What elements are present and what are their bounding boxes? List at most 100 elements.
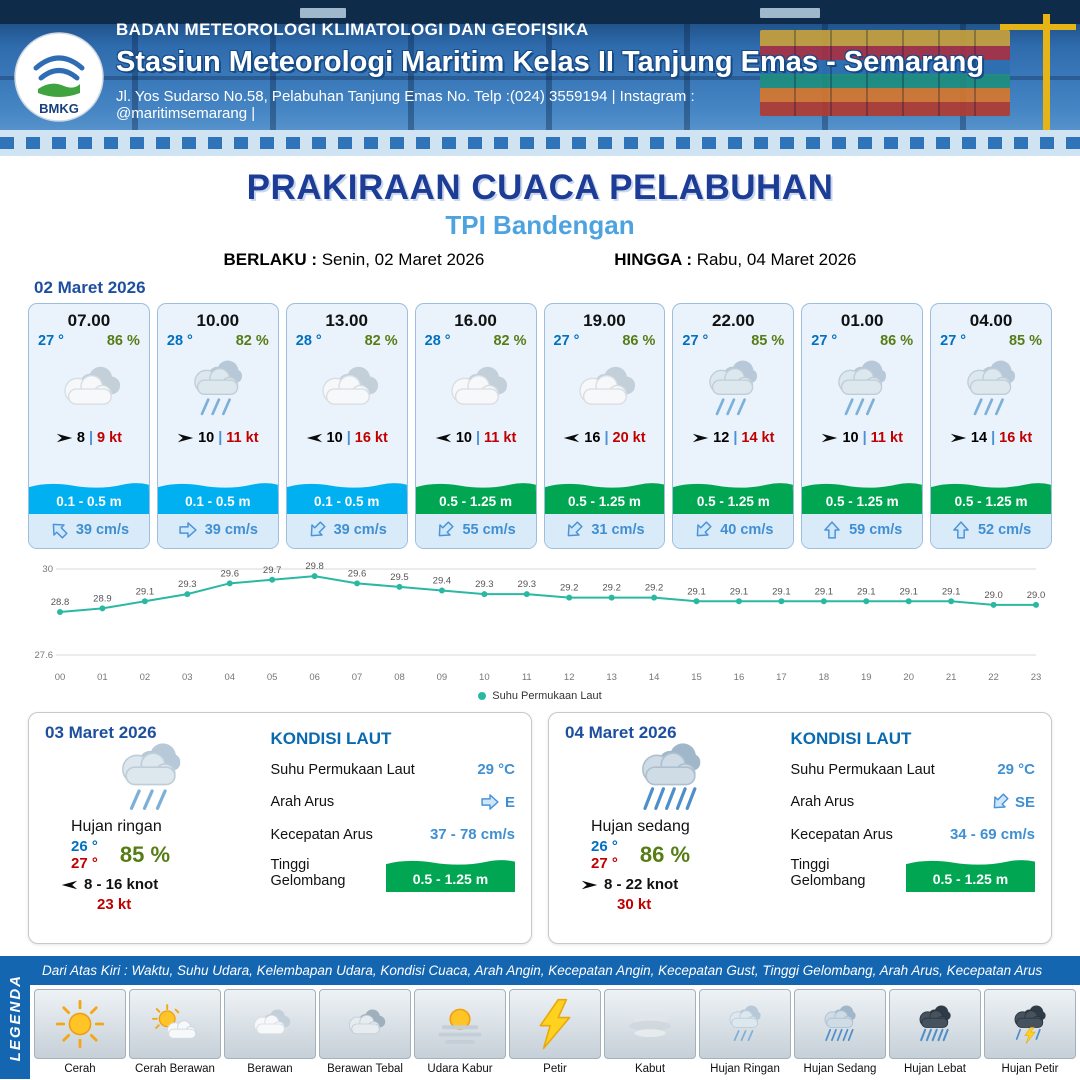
svg-text:29.0: 29.0: [1027, 590, 1046, 601]
wave-height-band: 0.1 - 0.5 m: [286, 480, 407, 514]
current-direction-icon: [178, 520, 198, 540]
legend-item-label: Berawan: [247, 1063, 293, 1075]
svg-text:15: 15: [691, 672, 702, 683]
legend-item: Udara Kabur: [414, 989, 506, 1079]
wind-direction-icon: [61, 879, 78, 891]
rain-heavy-icon: [889, 989, 981, 1059]
card-wind-row: 12 | 14 kt: [673, 429, 793, 451]
sst-value: 29 °C: [997, 761, 1035, 778]
card-time: 19.00: [583, 311, 626, 330]
card-current-speed: 39 cm/s: [333, 522, 387, 538]
rain-light-icon: [673, 349, 793, 429]
wave-height-band: 0.5 - 1.25 m: [931, 480, 1051, 514]
legend-item: Hujan Lebat: [889, 989, 981, 1079]
wave-height-band: 0.1 - 0.5 m: [29, 480, 149, 514]
wave-height-value: 0.5 - 1.25 m: [905, 868, 1035, 892]
outlook-wind-row: 8 - 16 knot: [61, 876, 257, 893]
wind-direction-icon: [56, 432, 73, 444]
card-current-row: 52 cm/s: [931, 514, 1051, 548]
svg-text:13: 13: [606, 672, 617, 683]
svg-text:19: 19: [861, 672, 872, 683]
page-title: PRAKIRAAN CUACA PELABUHAN: [246, 168, 834, 207]
card-wave-height: 0.5 - 1.25 m: [931, 491, 1051, 514]
svg-text:27.6: 27.6: [35, 650, 54, 661]
card-current-speed: 39 cm/s: [75, 522, 130, 538]
outlook-wind-range: 8 - 22 knot: [604, 876, 679, 893]
svg-text:14: 14: [649, 672, 660, 683]
berlaku-value: Senin, 02 Maret 2026: [321, 250, 485, 269]
svg-text:04: 04: [224, 672, 235, 683]
card-current-speed: 40 cm/s: [720, 522, 774, 538]
svg-text:29.1: 29.1: [857, 586, 876, 597]
outlook-temp-max: 27 °: [591, 855, 618, 872]
svg-text:23: 23: [1031, 672, 1042, 683]
outlook-card: 04 Maret 2026 Hujan sedang 26 ° 27 ° 86 …: [548, 712, 1052, 944]
card-wind-speed: 10: [326, 430, 343, 446]
svg-text:29.5: 29.5: [390, 572, 409, 583]
card-wind-speed: 10: [842, 430, 859, 446]
wind-gust-divider: |: [604, 430, 609, 446]
forecast-card: 01.00 27 ° 86 % 10 | 11 kt 0.5 - 1.25 m …: [801, 303, 924, 549]
outlook-temp-min: 26 °: [71, 838, 98, 855]
card-current-speed: 39 cm/s: [204, 522, 258, 538]
card-time: 01.00: [840, 311, 884, 330]
bmkg-logo-text: BMKG: [39, 101, 79, 116]
legend-item: Berawan: [224, 989, 316, 1079]
sea-condition-panel: KONDISI LAUT Suhu Permukaan Laut 29 °C A…: [257, 723, 515, 933]
wave-height-band: 0.5 - 1.25 m: [385, 857, 515, 892]
svg-text:20: 20: [903, 672, 914, 683]
ship-icon: [300, 8, 346, 18]
card-gust-speed: 9 kt: [97, 430, 122, 446]
svg-text:07: 07: [352, 672, 363, 683]
station-address: Jl. Yos Sudarso No.58, Pelabuhan Tanjung…: [116, 88, 695, 122]
outlook-date: 04 Maret 2026: [565, 723, 677, 742]
card-wind-row: 10 | 11 kt: [802, 429, 922, 451]
card-time: 16.00: [454, 311, 497, 330]
forecast-cards: 07.00 27 ° 86 % 8 | 9 kt 0.1 - 0.5 m 39 …: [28, 303, 1052, 549]
legend-item: Hujan Petir: [984, 989, 1076, 1079]
wind-direction-icon: [950, 432, 967, 444]
card-time: 22.00: [712, 311, 755, 330]
wind-direction-icon: [581, 879, 598, 891]
card-wind-speed: 14: [970, 430, 988, 446]
sea-condition-title: KONDISI LAUT: [270, 729, 392, 748]
outlook-condition: Hujan sedang: [591, 818, 690, 835]
current-direction-icon: [951, 520, 971, 540]
svg-text:12: 12: [564, 672, 575, 683]
card-wind-row: 10 | 16 kt: [287, 429, 407, 451]
validity-row: BERLAKU : Senin, 02 Maret 2026 HINGGA : …: [0, 250, 1080, 270]
card-wind-speed: 8: [76, 430, 85, 446]
current-direction-value: SE: [1014, 793, 1035, 811]
legend-item: Berawan Tebal: [319, 989, 411, 1079]
card-humidity: 82 %: [493, 333, 527, 349]
outlook-humidity: 85 %: [119, 842, 171, 867]
legend-item-label: Cerah Berawan: [135, 1063, 215, 1075]
card-gust-speed: 16 kt: [354, 430, 388, 446]
wave-height-band: 0.5 - 1.25 m: [673, 480, 794, 514]
card-temperature: 27 °: [38, 333, 64, 349]
svg-text:09: 09: [437, 672, 448, 683]
cloud-thick-icon: [319, 989, 411, 1059]
chart-legend: Suhu Permukaan Laut: [0, 690, 1080, 702]
outlook-wind-range: 8 - 16 knot: [84, 876, 159, 893]
current-direction-icon: [822, 520, 842, 540]
svg-text:10: 10: [479, 672, 490, 683]
kabut-icon: [604, 989, 696, 1059]
svg-text:28.9: 28.9: [93, 593, 112, 604]
legend-item-label: Kabut: [634, 1063, 666, 1075]
sst-line-chart: 27.6 30 28.8 00 28.9 01 29.1 02 29.3 03 29.6 04 29.7…: [35, 561, 1046, 683]
current-direction-value: E: [504, 793, 515, 811]
haze-icon: [414, 989, 506, 1059]
svg-text:29.3: 29.3: [518, 579, 537, 590]
svg-text:02: 02: [140, 672, 151, 683]
forecast-card: 16.00 28 ° 82 % 10 | 11 kt 0.5 - 1.25 m …: [414, 303, 537, 549]
crane-icon: [1043, 14, 1050, 132]
wind-gust-divider: |: [218, 430, 223, 446]
svg-text:11: 11: [522, 672, 532, 683]
wind-direction-icon: [177, 432, 194, 444]
card-current-speed: 59 cm/s: [849, 522, 903, 538]
legend-item-label: Hujan Lebat: [903, 1063, 967, 1075]
cloud-icon: [224, 989, 316, 1059]
card-humidity: 86 %: [622, 333, 656, 349]
